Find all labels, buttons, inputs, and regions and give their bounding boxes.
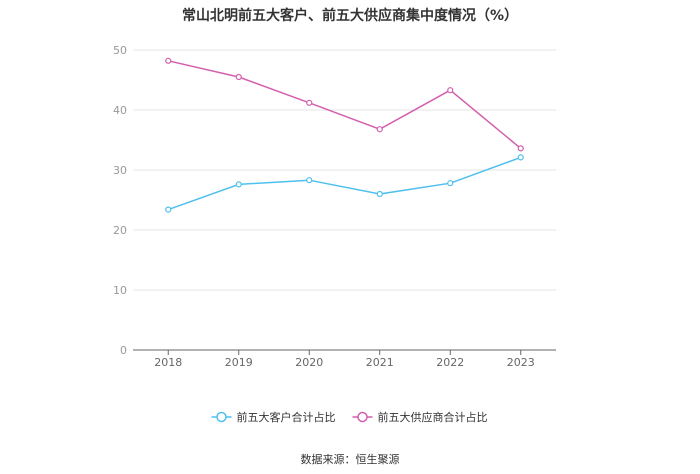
source-note: 数据来源：恒生聚源: [300, 453, 400, 466]
legend-marker-1: [357, 411, 368, 423]
data-point-1-2018: [165, 57, 172, 64]
data-point-0-2018: [165, 206, 172, 213]
x-tick-label-2019: 2019: [225, 356, 253, 369]
series-line-1: [168, 60, 522, 149]
x-tick-label-2020: 2020: [295, 356, 323, 369]
data-point-0-2022: [447, 180, 454, 187]
y-tick-label-30: 30: [113, 164, 127, 177]
y-tick-label-10: 10: [113, 284, 127, 297]
data-point-1-2020: [306, 99, 313, 106]
grid-lines: [133, 49, 556, 291]
legend-marker-0: [216, 411, 227, 423]
legend-label-1: 前五大供应商合计占比: [378, 410, 488, 424]
series-line-0: [167, 156, 522, 211]
series-layer: [165, 57, 524, 213]
data-point-0-2019: [235, 181, 242, 188]
data-point-0-2023: [517, 154, 524, 161]
data-point-0-2020: [306, 177, 313, 184]
data-point-1-2019: [235, 73, 242, 81]
y-tick-label-50: 50: [113, 44, 127, 57]
y-tick-label-40: 40: [113, 104, 127, 117]
chart-title: 常山北明前五大客户、前五大供应商集中度情况（%）: [181, 8, 519, 24]
data-point-1-2023: [517, 145, 524, 152]
axes: 0 10 20 30 40 50 2018 2019 2020 2021 2022 2023: [113, 44, 556, 369]
data-point-1-2022: [447, 87, 454, 94]
y-tick-label-20: 20: [113, 224, 127, 237]
x-tick-label-2018: 2018: [154, 356, 182, 369]
legend: 前五大客户合计占比 前五大供应商合计占比: [211, 410, 488, 424]
x-tick-label-2021: 2021: [366, 356, 394, 369]
x-tick-label-2023: 2023: [507, 356, 535, 369]
legend-label-0: 前五大客户合计占比: [237, 410, 336, 424]
data-point-1-2021: [376, 126, 383, 133]
data-point-0-2021: [376, 190, 383, 198]
y-tick-label-0: 0: [120, 344, 127, 357]
x-tick-label-2022: 2022: [436, 356, 464, 369]
